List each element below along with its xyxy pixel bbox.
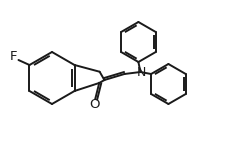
Text: F: F (10, 49, 17, 63)
Text: O: O (89, 98, 99, 112)
Text: N: N (136, 65, 145, 79)
